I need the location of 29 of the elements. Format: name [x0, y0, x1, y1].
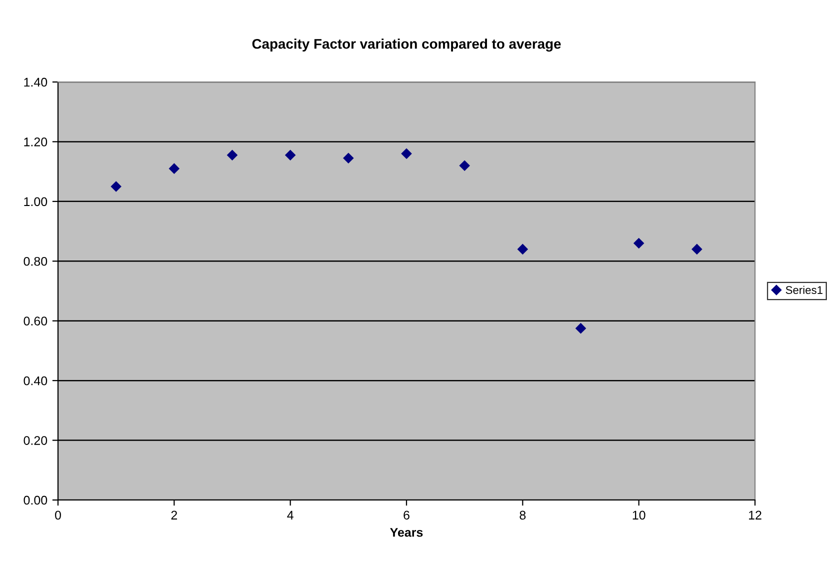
point [169, 163, 180, 174]
y-tick-label: 0.20 [24, 436, 48, 445]
point [285, 150, 296, 160]
y-tick-label: 1.20 [24, 138, 48, 146]
x-tick-label: 4 [287, 510, 294, 520]
x-tick-label: 6 [404, 510, 410, 520]
x-tick-label: 8 [520, 510, 526, 520]
x-tick-label: 2 [171, 510, 178, 520]
y-tick-label: 1.00 [24, 197, 48, 206]
y-tick-label: 1.40 [24, 78, 48, 87]
point [634, 238, 644, 248]
point [401, 148, 412, 159]
legend-label: Series1 [786, 286, 822, 294]
point [343, 153, 354, 164]
x-tick-label: 0 [55, 510, 61, 520]
x-tick-label: 12 [749, 510, 762, 520]
x-tick-label: 10 [632, 510, 646, 520]
y-tick-label: 0.60 [24, 316, 48, 326]
point [518, 244, 528, 254]
chart-title: Capacity Factor variation compared to average [252, 38, 561, 52]
x-axis-title: Years [390, 528, 423, 537]
y-tick-label: 0.80 [24, 256, 48, 266]
point [576, 323, 586, 334]
y-tick-label: 0.40 [24, 376, 48, 386]
point [459, 160, 470, 171]
y-tick-label: 0.00 [24, 496, 48, 505]
point [110, 181, 122, 192]
point [227, 150, 238, 160]
point [692, 244, 702, 254]
